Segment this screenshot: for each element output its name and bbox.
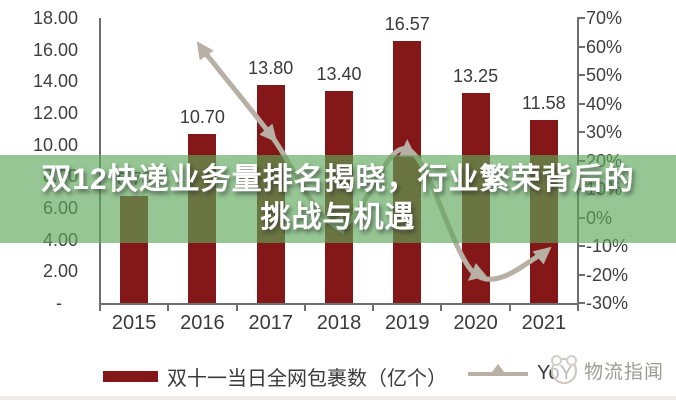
right-axis-tick [577, 74, 585, 76]
legend-bar-label: 双十一当日全网包裹数（亿个） [167, 368, 447, 390]
x-axis-tick [440, 303, 443, 311]
x-axis-label-2018: 2018 [316, 312, 362, 334]
right-axis-tick [577, 245, 585, 247]
watermark: 物流指闻 [551, 354, 665, 384]
bar-value-label: 13.80 [248, 57, 294, 78]
right-axis-tick [577, 17, 585, 19]
triangle-marker-icon [489, 363, 507, 376]
x-axis-tick [167, 303, 170, 311]
right-axis-tick [577, 273, 585, 276]
bar-value-label: 13.40 [316, 63, 362, 84]
right-axis-tick [577, 102, 585, 105]
yoy-marker-icon [196, 41, 214, 61]
right-axis-tick [577, 302, 585, 304]
right-axis-tick-label: 30% [586, 122, 623, 142]
left-axis-tick-label: - [56, 293, 62, 313]
right-axis-tick-label: -30% [586, 293, 629, 313]
x-axis-tick [99, 303, 101, 311]
x-axis-tick [372, 303, 375, 311]
watermark-text: 物流指闻 [584, 362, 665, 383]
bar-series-swatch [103, 371, 158, 382]
watermark-logo-icon [551, 354, 577, 384]
headline-overlay-band: 双12快递业务量排名揭晓，行业繁荣背后的 挑战与机遇 [0, 155, 676, 243]
right-axis-tick [577, 131, 585, 133]
right-axis-tick-label: 50% [586, 65, 623, 85]
right-axis-tick-label: 70% [586, 8, 623, 28]
headline-line2: 挑战与机遇 [260, 201, 416, 234]
bottom-edge-strip [0, 396, 676, 400]
x-axis-tick [508, 303, 511, 311]
yoy-marker-icon [532, 246, 552, 265]
x-axis-label-2020: 2020 [453, 312, 498, 334]
bar-value-label: 10.70 [179, 106, 225, 127]
x-axis-tick [303, 303, 306, 311]
x-axis-label-2015: 2015 [111, 312, 157, 334]
line-series-swatch [468, 363, 528, 376]
x-axis-label-2017: 2017 [248, 312, 293, 334]
x-axis-line [99, 303, 579, 305]
yoy-marker-icon [467, 263, 487, 281]
right-axis-tick-label: -20% [586, 264, 629, 285]
headline-line1: 双12快递业务量排名揭晓，行业繁荣背后的 [41, 163, 635, 196]
left-axis-tick-label: 12.00 [32, 103, 78, 123]
left-axis-tick-label: 16.00 [32, 39, 78, 60]
right-axis-tick-label: 60% [586, 36, 623, 57]
left-axis-tick-label: 18.00 [32, 8, 78, 28]
bar-value-label: 11.58 [521, 92, 566, 113]
left-axis-tick-label: 14.00 [32, 71, 78, 92]
right-axis-tick [577, 45, 585, 48]
bar-value-label: 13.25 [453, 66, 499, 87]
x-axis-label-2021: 2021 [521, 312, 567, 334]
x-axis-label-2016: 2016 [180, 312, 225, 334]
x-axis-tick [235, 303, 238, 311]
left-axis-tick-label: 10.00 [32, 134, 78, 155]
x-axis-tick [577, 303, 579, 311]
left-axis-tick-label: 2.00 [42, 261, 78, 282]
yoy-marker-icon [398, 139, 416, 157]
x-axis-label-2019: 2019 [385, 312, 430, 334]
yoy-marker-icon [259, 123, 278, 143]
legend-item-bar-series: 双十一当日全网包裹数（亿个） [103, 362, 447, 391]
right-axis-tick-label: 40% [586, 93, 623, 114]
bar-value-label: 16.57 [384, 13, 430, 34]
